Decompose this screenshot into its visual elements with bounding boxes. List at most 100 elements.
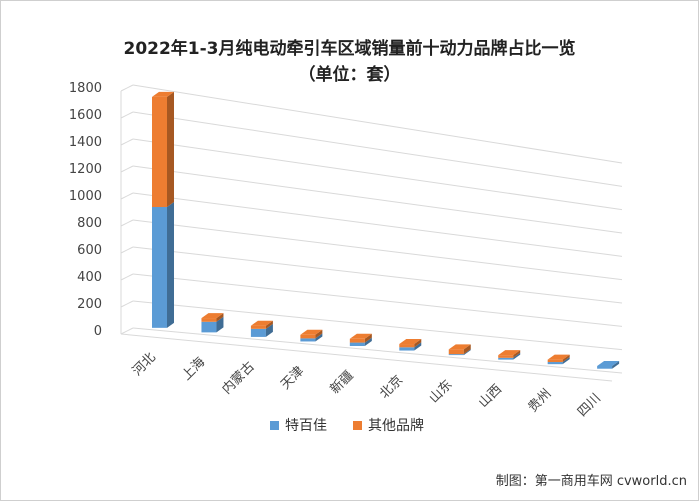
- y-tick-label: 1000: [69, 189, 102, 204]
- y-tick-label: 200: [77, 297, 102, 312]
- y-tick-label: 1400: [69, 135, 102, 150]
- bar-side-贵州-series-1: [562, 357, 570, 365]
- gridline-edge: [120, 273, 134, 281]
- credit-text: 制图：第一商用车网 cvworld.cn: [495, 474, 687, 489]
- bar-贵州-series-2: [547, 359, 563, 363]
- x-tick-label: 山东: [427, 377, 456, 406]
- bar-side-内蒙古-series-2: [265, 320, 273, 329]
- x-tick-label: 天津: [278, 364, 307, 393]
- gridline: [132, 84, 623, 164]
- bar-side-上海-series-2: [216, 313, 224, 322]
- floor-front-edge: [120, 333, 613, 382]
- chart-subtitle: （单位：套）: [298, 65, 401, 85]
- x-tick-label: 河北: [130, 350, 159, 379]
- y-tick-label: 600: [77, 243, 102, 258]
- bar-side-河北-series-1: [167, 202, 174, 328]
- bar-top-贵州: [547, 354, 570, 360]
- bar-山东-series-1: [448, 354, 464, 356]
- gridline-edge: [120, 111, 134, 119]
- bar-side-天津-series-1: [315, 333, 323, 342]
- bar-side-内蒙古-series-1: [265, 323, 273, 337]
- bar-河北-series-2: [152, 96, 167, 208]
- bar-四川-series-1: [597, 366, 613, 369]
- bar-side-河北-series-2: [167, 91, 174, 208]
- bar-山东-series-2: [448, 349, 464, 355]
- bar-side-山东-series-2: [463, 344, 471, 355]
- gridline: [132, 192, 623, 257]
- bar-河北-series-1: [152, 207, 167, 328]
- bar-top-四川: [597, 361, 620, 367]
- bar-side-北京-series-1: [414, 342, 422, 351]
- bar-side-天津-series-2: [315, 329, 323, 339]
- gridline-edge: [120, 246, 134, 254]
- bar-top-新疆: [349, 333, 372, 339]
- gridline-edge: [120, 138, 134, 146]
- x-tick-label: 贵州: [525, 386, 554, 415]
- x-tick-label: 山西: [476, 382, 505, 411]
- bar-top-北京: [399, 339, 422, 345]
- bar-top-内蒙古: [250, 320, 273, 326]
- bar-top-山西: [498, 350, 521, 356]
- bar-side-新疆-series-2: [364, 333, 372, 343]
- bar-side-上海-series-1: [216, 316, 224, 333]
- bar-山西-series-2: [498, 355, 514, 358]
- bar-贵州-series-1: [547, 362, 563, 365]
- bar-side-山西-series-2: [513, 350, 521, 358]
- bar-新疆-series-1: [349, 342, 365, 347]
- bar-内蒙古-series-2: [250, 325, 266, 329]
- chart-title: 2022年1-3月纯电动牵引车区域销量前十动力品牌占比一览: [123, 39, 576, 59]
- gridline-edge: [120, 165, 134, 173]
- legend-label-series-2: 其他品牌: [368, 418, 424, 434]
- gridline: [132, 273, 623, 327]
- bar-天津-series-1: [300, 338, 316, 342]
- legend-item-series-1: 特百佳: [270, 415, 327, 435]
- bar-side-四川-series-1: [612, 361, 620, 369]
- gridline: [132, 219, 623, 281]
- gridline-edge: [120, 300, 134, 308]
- bar-上海-series-1: [201, 321, 217, 333]
- bar-新疆-series-2: [349, 338, 365, 343]
- gridline-edge: [120, 192, 134, 200]
- gridline-edge: [120, 84, 134, 92]
- x-tick-label: 四川: [575, 391, 604, 420]
- legend-swatch-series-1: [270, 420, 279, 430]
- bar-side-新疆-series-1: [364, 337, 372, 347]
- bar-top-山东: [448, 344, 471, 350]
- bar-北京-series-1: [399, 347, 415, 351]
- gridline: [132, 300, 623, 351]
- gridline: [132, 138, 623, 211]
- bar-内蒙古-series-1: [250, 328, 266, 337]
- gridline: [132, 327, 623, 374]
- gridline: [132, 165, 623, 234]
- bar-side-山东-series-1: [463, 349, 471, 356]
- y-tick-label: 0: [94, 324, 102, 339]
- x-tick-label: 北京: [377, 373, 406, 402]
- gridline: [132, 111, 623, 187]
- bar-山西-series-1: [498, 357, 514, 360]
- legend-item-series-2: 其他品牌: [353, 415, 424, 435]
- x-tick-label: 上海: [179, 355, 208, 384]
- y-tick-label: 1800: [69, 81, 102, 96]
- y-tick-label: 800: [77, 216, 102, 231]
- bar-top-天津: [300, 329, 323, 335]
- legend-label-series-1: 特百佳: [285, 418, 327, 434]
- x-tick-label: 新疆: [327, 368, 357, 398]
- bar-top-河北: [152, 91, 174, 97]
- bar-北京-series-2: [399, 344, 415, 348]
- gridline: [132, 246, 623, 304]
- x-tick-label: 内蒙古: [219, 358, 258, 397]
- bar-天津-series-2: [300, 334, 316, 339]
- gridline-edge: [120, 219, 134, 227]
- bar-上海-series-2: [201, 318, 217, 322]
- legend: 特百佳 其他品牌: [270, 415, 424, 435]
- gridline-edge: [120, 327, 134, 335]
- y-tick-label: 400: [77, 270, 102, 285]
- bar-side-贵州-series-2: [562, 354, 570, 363]
- bar-side-山西-series-1: [513, 352, 521, 360]
- y-tick-label: 1600: [69, 108, 102, 123]
- legend-swatch-series-2: [353, 420, 362, 430]
- y-tick-label: 1200: [69, 162, 102, 177]
- bar-top-上海: [201, 313, 224, 319]
